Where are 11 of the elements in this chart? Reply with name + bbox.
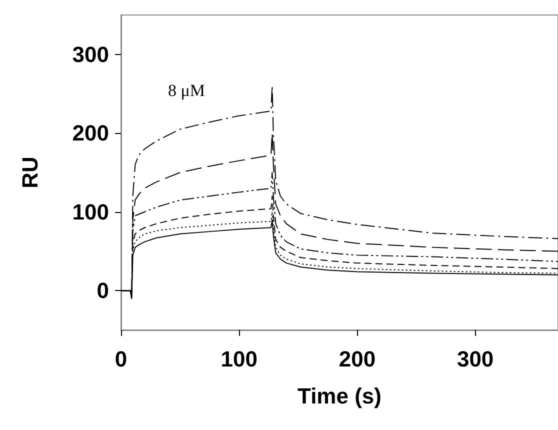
x-tick-label: 0 xyxy=(114,346,128,372)
x-tick-label: 100 xyxy=(220,346,258,372)
annotation: 8 μM xyxy=(168,81,205,100)
y-axis-title: RU xyxy=(18,156,42,188)
x-tick-label: 200 xyxy=(338,346,376,372)
y-tick-label: 300 xyxy=(72,42,109,67)
y-tick-label: 0 xyxy=(96,278,109,304)
x-axis-title: Time (s) xyxy=(298,384,382,408)
x-tick-label: 300 xyxy=(456,346,494,372)
y-tick-label: 200 xyxy=(72,120,109,146)
y-tick-label: 100 xyxy=(72,199,109,224)
